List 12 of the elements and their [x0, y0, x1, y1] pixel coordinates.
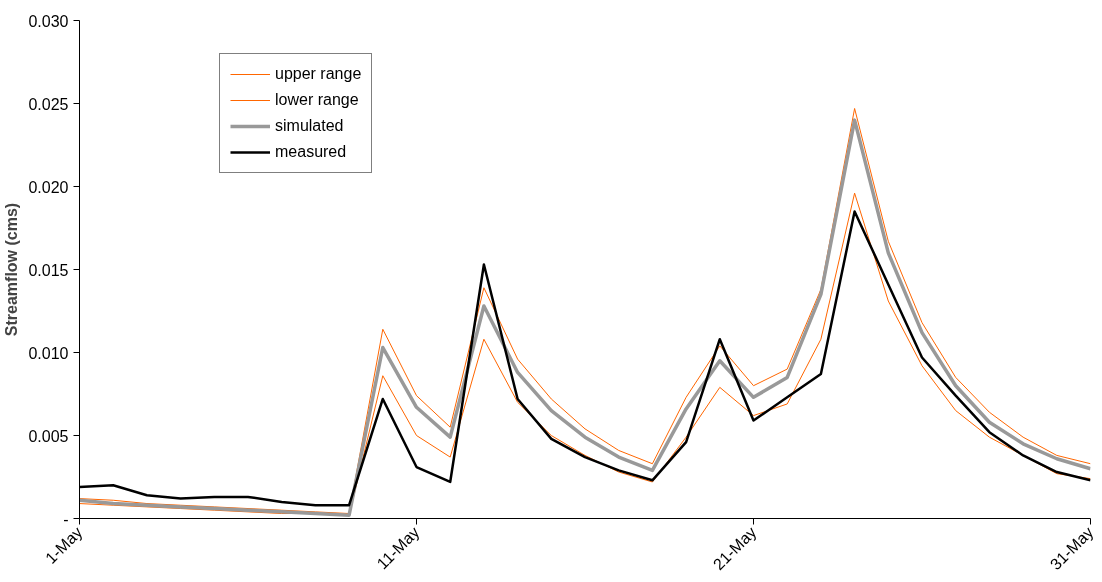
y-tick-label: 0.025 [28, 95, 69, 113]
legend-label: simulated [275, 117, 344, 135]
y-tick-label: 0.010 [28, 344, 69, 362]
y-tick-label: 0.015 [28, 261, 69, 279]
y-tick-label: 0.030 [28, 12, 69, 30]
y-tick-label: - [63, 510, 69, 528]
legend-label: upper range [275, 65, 362, 83]
legend-label: lower range [275, 91, 359, 109]
y-axis-title: Streamflow (cms) [3, 202, 21, 337]
y-tick-label: 0.020 [28, 178, 69, 196]
y-tick-label: 0.005 [28, 427, 69, 445]
legend-label: measured [275, 143, 347, 161]
